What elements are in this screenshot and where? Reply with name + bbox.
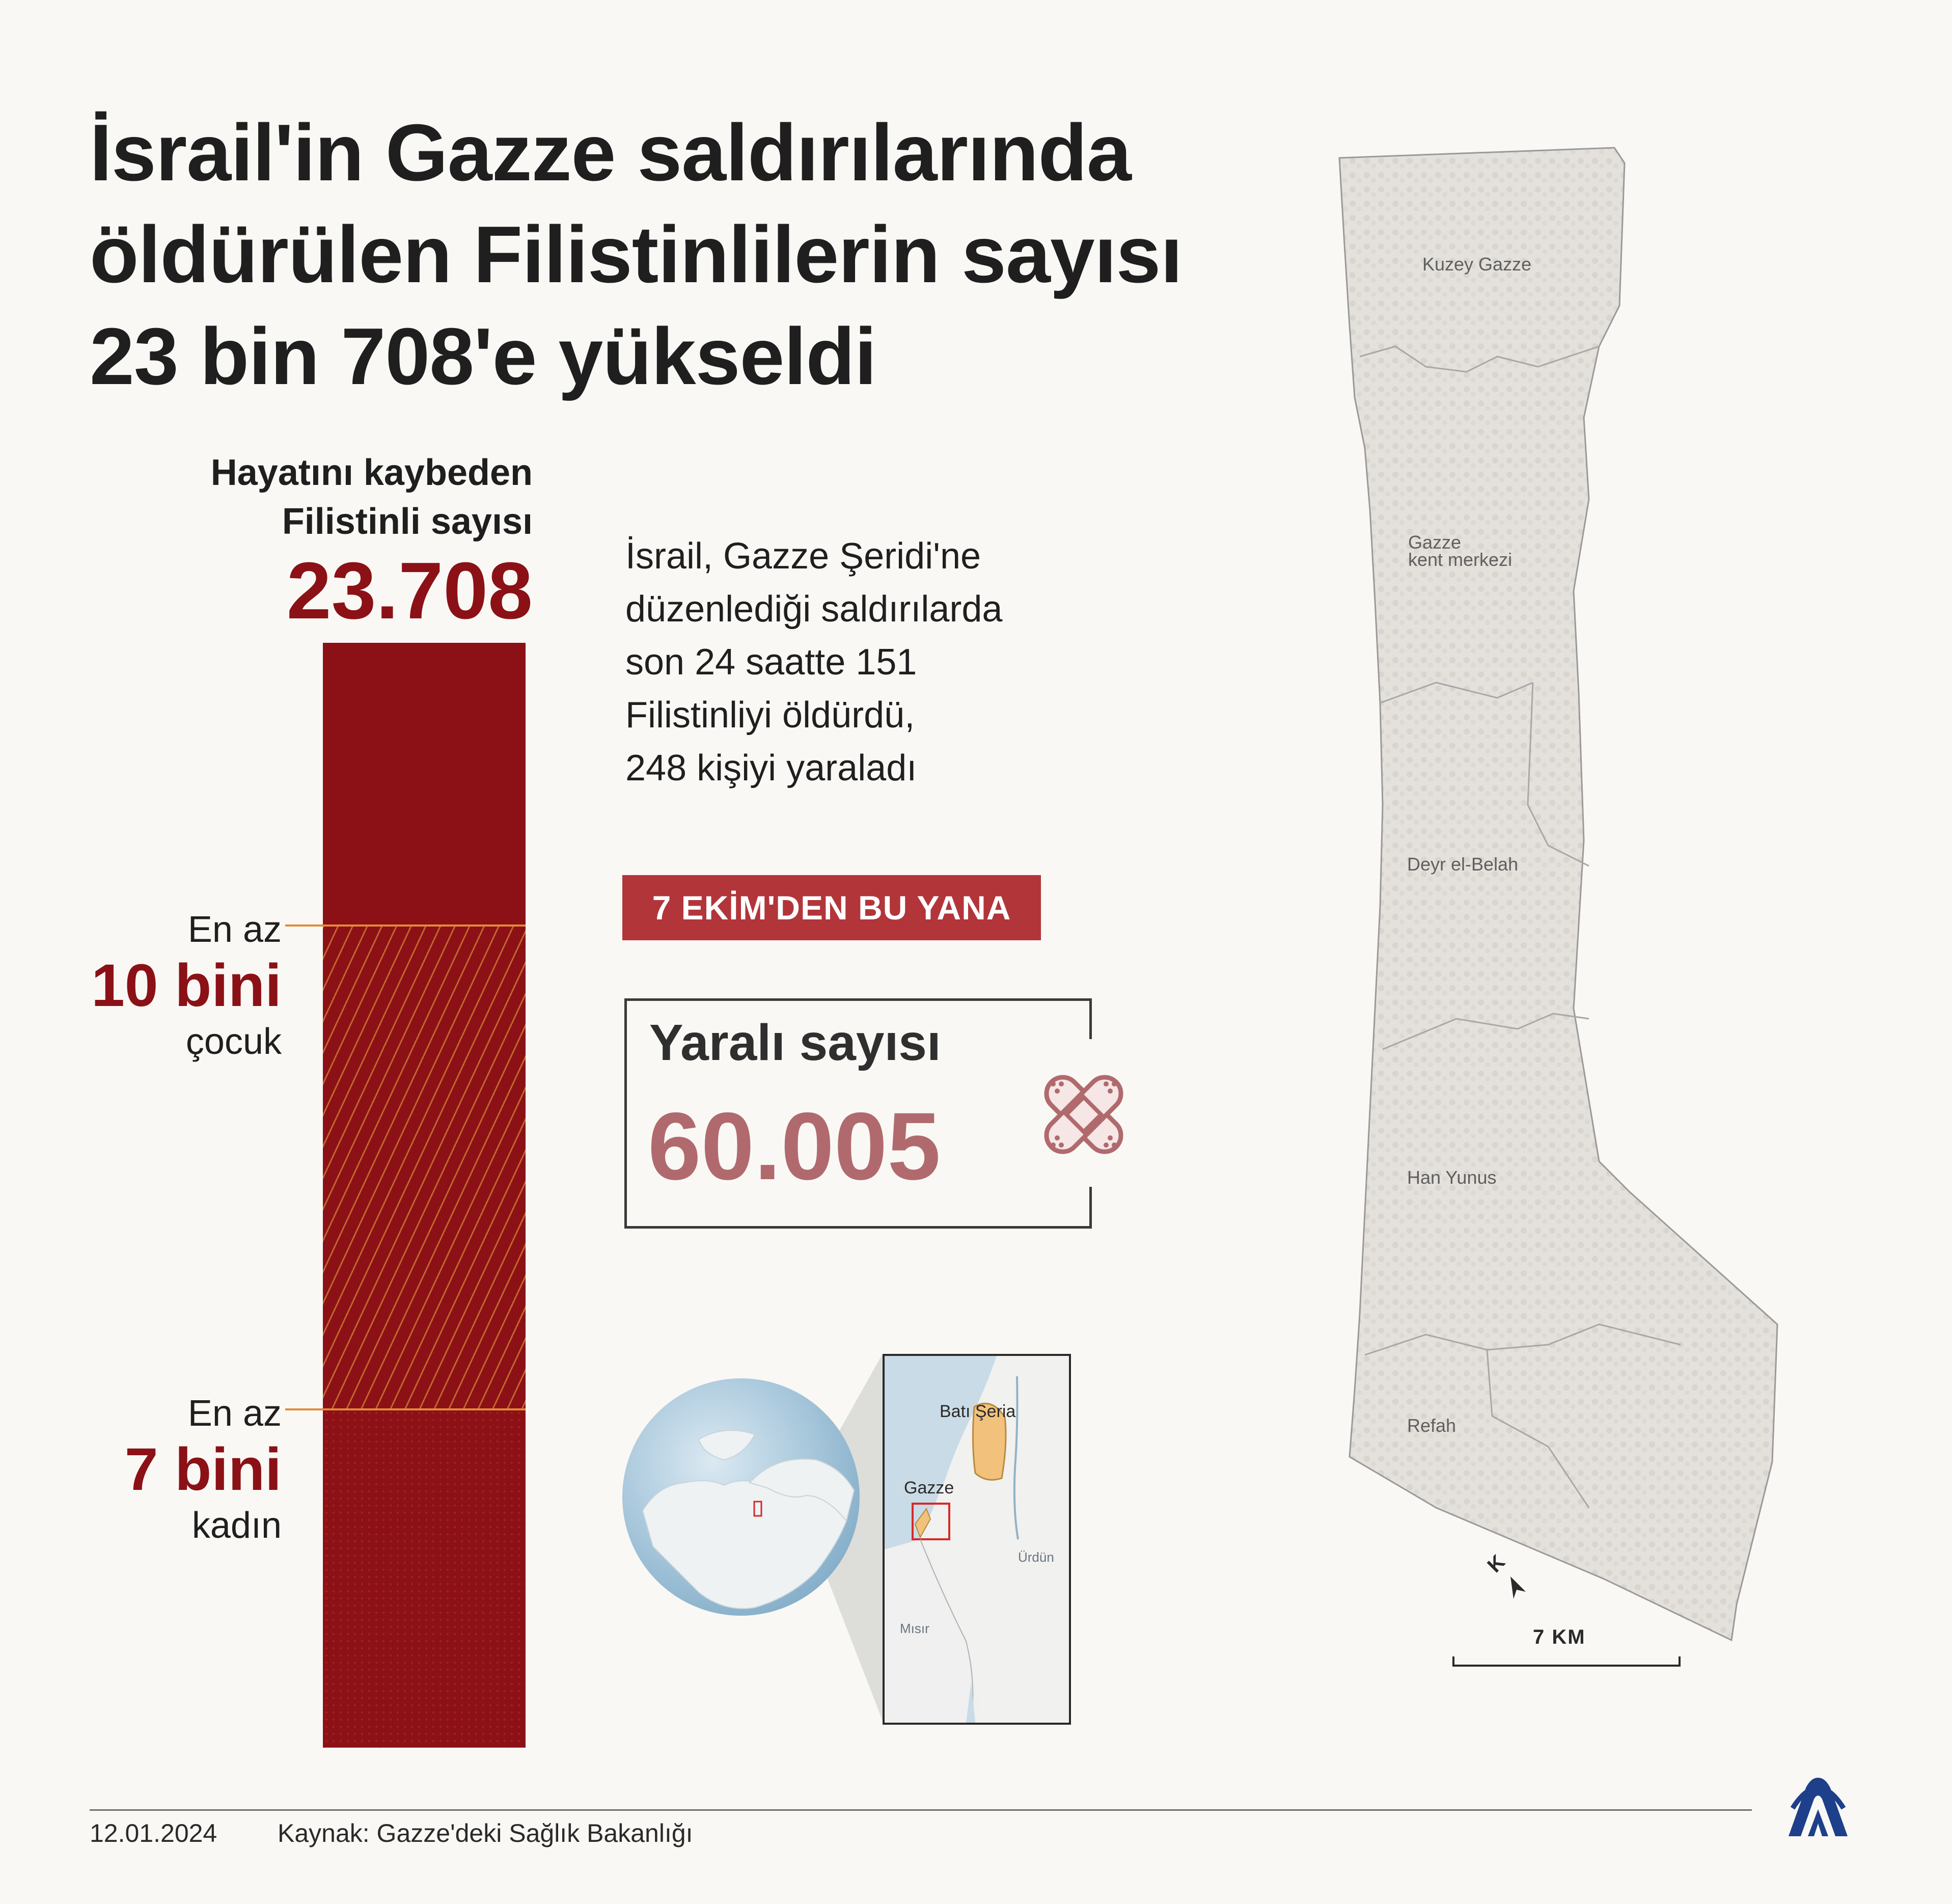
- children-label: En az 10 bini çocuk: [91, 907, 282, 1065]
- inset-label-gaza: Gazze: [904, 1478, 954, 1498]
- footer-source: Kaynak: Gazze'deki Sağlık Bakanlığı: [278, 1819, 693, 1847]
- inset-label-west-bank: Batı Şeria: [940, 1402, 1016, 1421]
- children-label-pre: En az: [187, 909, 282, 950]
- since-october-badge: 7 EKİM'DEN BU YANA: [622, 875, 1041, 940]
- map-label-deir-al-balah: Deyr el-Belah: [1407, 854, 1519, 875]
- bandage-icon: [1044, 1075, 1123, 1154]
- bar-segment-women: [323, 1409, 526, 1748]
- title-line-3: 23 bin 708'e yükseldi: [90, 312, 877, 401]
- bar-caption-line-1: Hayatını kaybeden: [210, 452, 533, 493]
- women-marker-line: [285, 1408, 526, 1410]
- bar-caption: Hayatını kaybeden Filistinli sayısı: [125, 448, 533, 546]
- women-label-value: 7 bini: [124, 1436, 282, 1503]
- women-label: En az 7 bini kadın: [125, 1391, 282, 1548]
- bar-caption-line-2: Filistinli sayısı: [282, 501, 533, 542]
- map-label-gaza-city: Gazze kent merkezi: [1408, 532, 1513, 570]
- wounded-count: 60.005: [648, 1093, 941, 1200]
- inset-label-jordan: Ürdün: [1018, 1549, 1054, 1565]
- scale-bar: [1452, 1656, 1681, 1667]
- globe-landmass: [642, 1430, 855, 1609]
- women-label-post: kadın: [191, 1505, 282, 1546]
- children-marker-line: [285, 924, 526, 927]
- map-label-gaza-city-line-1: Gazze: [1408, 532, 1462, 553]
- description-line-2: düzenlediği saldırılarda: [625, 589, 1003, 630]
- wounded-label: Yaralı sayısı: [649, 1014, 941, 1071]
- scale-label: 7 KM: [1533, 1626, 1586, 1648]
- region-inset-map: Batı Şeria Gazze Ürdün Mısır: [883, 1354, 1071, 1725]
- map-label-khan-yunis: Han Yunus: [1407, 1167, 1497, 1188]
- map-label-rafah: Refah: [1407, 1415, 1456, 1436]
- north-arrow-icon: [1510, 1576, 1526, 1599]
- title-line-2: öldürülen Filistinlilerin sayısı: [90, 210, 1183, 300]
- map-label-north-gaza: Kuzey Gazze: [1422, 254, 1532, 275]
- globe-icon: [622, 1378, 860, 1616]
- bar-segment-children: [323, 926, 526, 1409]
- description-line-1: İsrail, Gazze Şeridi'ne: [625, 536, 981, 577]
- inset-label-egypt: Mısır: [900, 1621, 929, 1636]
- map-label-gaza-city-line-2: kent merkezi: [1408, 549, 1513, 570]
- page-title: İsrail'in Gazze saldırılarında öldürülen…: [90, 102, 1312, 407]
- women-label-pre: En az: [187, 1393, 282, 1434]
- aa-logo-icon: [1789, 1778, 1848, 1836]
- children-label-post: çocuk: [185, 1021, 282, 1062]
- description-line-5: 248 kişiyi yaraladı: [625, 748, 917, 788]
- bar-segment-other: [323, 643, 526, 926]
- gaza-strip-shape: [1338, 147, 1778, 1642]
- title-line-1: İsrail'in Gazze saldırılarında: [90, 108, 1132, 198]
- description-line-3: son 24 saatte 151: [625, 642, 917, 683]
- description-line-4: Filistinliyi öldürdü,: [625, 695, 915, 736]
- gaza-strip-map: Kuzey Gazze Gazze kent merkezi Deyr el-B…: [1334, 143, 1782, 1650]
- description: İsrail, Gazze Şeridi'ne düzenlediği sald…: [625, 530, 1135, 795]
- children-label-value: 10 bini: [91, 952, 282, 1019]
- footer-date: 12.01.2024: [90, 1819, 217, 1847]
- death-toll-total: 23.708: [286, 546, 533, 636]
- inset-map-shapes: [885, 1356, 1069, 1723]
- footer-divider: [90, 1809, 1752, 1811]
